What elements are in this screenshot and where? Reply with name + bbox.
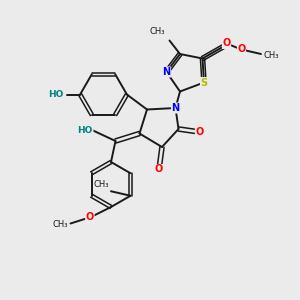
Text: S: S (200, 77, 208, 88)
Text: O: O (237, 44, 246, 55)
Text: HO: HO (78, 126, 93, 135)
Text: N: N (171, 103, 180, 113)
Text: O: O (155, 164, 163, 175)
Text: O: O (86, 212, 94, 223)
Text: O: O (222, 38, 231, 49)
Text: N: N (162, 67, 171, 77)
Text: CH₃: CH₃ (53, 220, 68, 229)
Text: HO: HO (48, 90, 64, 99)
Text: CH₃: CH₃ (94, 180, 110, 189)
Text: O: O (195, 127, 204, 137)
Text: CH₃: CH₃ (263, 51, 279, 60)
Text: CH₃: CH₃ (149, 27, 165, 36)
